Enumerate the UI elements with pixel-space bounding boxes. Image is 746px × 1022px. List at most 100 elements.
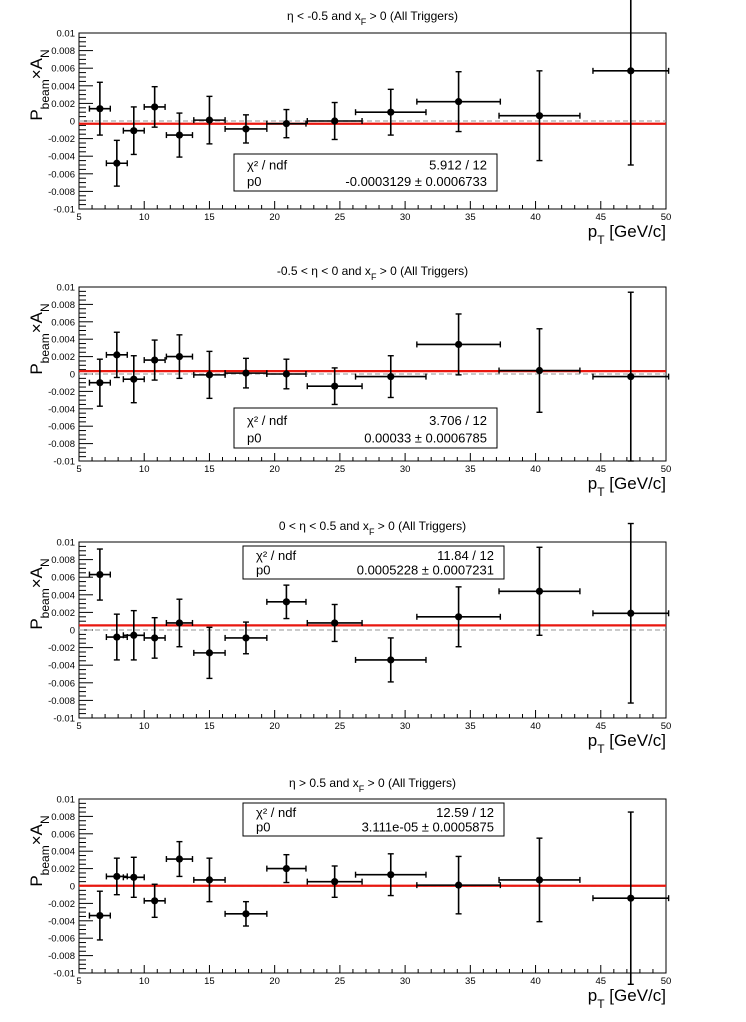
data-point bbox=[354, 637, 427, 683]
marker bbox=[130, 873, 138, 881]
x-tick-label: 30 bbox=[400, 212, 411, 223]
y-tick-label: -0.006 bbox=[48, 678, 75, 689]
data-point bbox=[306, 101, 363, 141]
marker bbox=[454, 881, 463, 889]
marker bbox=[331, 619, 339, 627]
x-tick-label: 45 bbox=[595, 464, 606, 475]
chart-title: 0 < η < 0.5 and xF > 0 (All Triggers) bbox=[279, 519, 466, 537]
chi2-label: χ² / ndf bbox=[256, 548, 296, 563]
y-tick-label: -0.01 bbox=[53, 457, 75, 468]
data-point bbox=[498, 837, 581, 923]
y-tick-label: 0 bbox=[70, 882, 75, 893]
marker bbox=[113, 351, 121, 359]
marker bbox=[175, 619, 184, 627]
marker bbox=[242, 369, 250, 377]
marker bbox=[113, 633, 121, 641]
x-tick-label: 5 bbox=[76, 464, 81, 475]
data-point bbox=[105, 139, 128, 187]
data-point bbox=[224, 900, 268, 927]
data-point bbox=[105, 857, 128, 896]
marker bbox=[282, 370, 291, 378]
chi2-label: χ² / ndf bbox=[247, 158, 287, 173]
x-tick-label: 40 bbox=[530, 721, 541, 732]
y-tick-label: -0.01 bbox=[53, 205, 75, 216]
chi2-value: 11.84 / 12 bbox=[437, 548, 494, 563]
chi2-label: χ² / ndf bbox=[256, 805, 296, 820]
data-point bbox=[143, 85, 166, 128]
x-tick-label: 40 bbox=[530, 976, 541, 987]
y-tick-label: -0.004 bbox=[48, 152, 75, 163]
y-tick-label: 0.008 bbox=[51, 812, 75, 823]
y-axis-title: Pbeam×AN bbox=[27, 49, 52, 120]
x-tick-label: 40 bbox=[530, 212, 541, 223]
marker bbox=[331, 382, 339, 390]
marker bbox=[535, 112, 544, 120]
stats-box-frame bbox=[233, 153, 498, 192]
marker bbox=[282, 598, 291, 606]
chart-panel-4: η > 0.5 and xF > 0 (All Triggers) 0.01 0.0… bbox=[27, 776, 671, 1011]
marker bbox=[627, 609, 635, 617]
marker bbox=[205, 371, 214, 379]
marker bbox=[535, 366, 544, 375]
y-tick-label: 0.004 bbox=[51, 81, 75, 92]
data-point bbox=[498, 328, 581, 413]
x-tick-label: 25 bbox=[335, 212, 346, 223]
marker bbox=[627, 67, 635, 75]
y-tick-label: 0.006 bbox=[51, 573, 75, 584]
y-tick-label: 0.01 bbox=[57, 29, 76, 40]
marker bbox=[175, 131, 184, 139]
marker bbox=[151, 103, 159, 111]
x-tick-label: 10 bbox=[139, 464, 150, 475]
y-tick-label: 0.006 bbox=[51, 64, 75, 75]
y-tick-label: 0 bbox=[70, 117, 75, 128]
x-tick-label: 20 bbox=[269, 721, 280, 732]
marker bbox=[96, 379, 104, 387]
y-tick-label: -0.01 bbox=[53, 969, 75, 980]
x-tick-label: 20 bbox=[269, 976, 280, 987]
x-tick-label: 15 bbox=[204, 212, 215, 223]
marker bbox=[205, 116, 214, 124]
marker bbox=[454, 613, 463, 621]
x-tick-label: 15 bbox=[204, 464, 215, 475]
marker bbox=[96, 911, 104, 920]
y-tick-label: -0.004 bbox=[48, 404, 75, 415]
p0-label: p0 bbox=[256, 819, 270, 834]
data-point bbox=[143, 883, 166, 919]
x-tick-label: 50 bbox=[661, 464, 672, 475]
x-tick-label: 50 bbox=[661, 976, 672, 987]
marker bbox=[535, 876, 544, 884]
x-axis-title: pT [GeV/c] bbox=[588, 474, 666, 499]
data-point bbox=[122, 609, 145, 661]
p0-value: 0.0005228 ± 0.0007231 bbox=[357, 562, 494, 577]
marker bbox=[331, 117, 339, 125]
data-point bbox=[266, 853, 307, 884]
y-tick-label: 0.002 bbox=[51, 99, 75, 110]
y-tick-label: -0.002 bbox=[48, 643, 75, 654]
data-point bbox=[224, 621, 268, 655]
chart-panel-2: -0.5 < η < 0 and xF > 0 (All Triggers) 0.… bbox=[27, 264, 671, 499]
x-tick-label: 20 bbox=[269, 464, 280, 475]
marker bbox=[205, 876, 214, 884]
x-tick-label: 30 bbox=[400, 721, 411, 732]
marker bbox=[130, 375, 138, 383]
marker bbox=[151, 634, 159, 642]
chi2-value: 5.912 / 12 bbox=[429, 158, 487, 173]
x-tick-label: 15 bbox=[204, 721, 215, 732]
data-point bbox=[88, 358, 112, 407]
chart-title: η < -0.5 and xF > 0 (All Triggers) bbox=[287, 9, 458, 27]
data-point bbox=[122, 106, 145, 156]
marker bbox=[454, 98, 463, 106]
data-point bbox=[165, 840, 194, 878]
data-point bbox=[105, 613, 128, 661]
y-tick-label: 0.008 bbox=[51, 555, 75, 566]
chart-title: -0.5 < η < 0 and xF > 0 (All Triggers) bbox=[277, 264, 468, 282]
y-axis-title: Pbeam×AN bbox=[27, 815, 52, 886]
y-tick-label: -0.002 bbox=[48, 899, 75, 910]
p0-label: p0 bbox=[256, 562, 270, 577]
marker bbox=[130, 631, 138, 639]
x-tick-label: 10 bbox=[139, 976, 150, 987]
x-tick-label: 10 bbox=[139, 721, 150, 732]
y-tick-label: -0.004 bbox=[48, 916, 75, 927]
marker bbox=[96, 570, 104, 579]
y-tick-label: -0.004 bbox=[48, 661, 75, 672]
